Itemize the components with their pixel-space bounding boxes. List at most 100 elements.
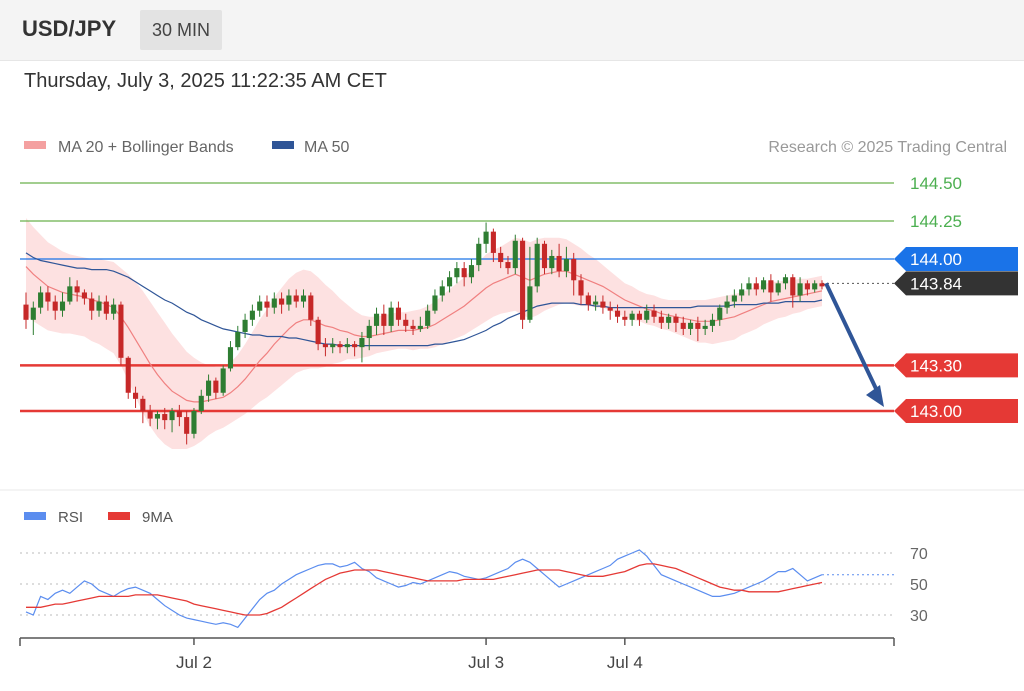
candle-body xyxy=(614,310,621,317)
level-label-143-00: 143.00 xyxy=(910,402,962,421)
candle-body xyxy=(585,295,591,305)
copyright-note: Research © 2025 Trading Central xyxy=(768,139,1007,156)
candle-body xyxy=(30,307,36,320)
candle-body xyxy=(403,319,409,326)
candle-body xyxy=(286,295,292,305)
candle-body xyxy=(541,243,548,269)
candle-body xyxy=(483,231,489,244)
bollinger-band xyxy=(26,218,822,449)
level-badge-143-00 xyxy=(894,399,1018,423)
candle-body xyxy=(184,417,190,434)
candle-body xyxy=(439,286,445,296)
candle-body xyxy=(410,325,416,329)
candle-body xyxy=(140,398,146,411)
rsi-ma-legend-swatch xyxy=(108,512,130,520)
candle-body xyxy=(790,277,796,296)
candle-body xyxy=(717,307,723,320)
candle-body xyxy=(490,231,496,253)
candle-body xyxy=(366,325,372,339)
candle-body xyxy=(191,411,197,434)
candle-body xyxy=(527,286,533,320)
candle-body xyxy=(658,316,664,323)
ma20-line xyxy=(25,266,823,403)
candle-body xyxy=(206,380,212,396)
candle-body xyxy=(169,411,175,421)
candle-body xyxy=(344,344,350,348)
candle-body xyxy=(213,380,219,393)
candle-body xyxy=(761,280,767,290)
candle-body xyxy=(644,310,650,320)
candle-body xyxy=(432,295,438,311)
candle-body xyxy=(417,325,423,329)
candle-body xyxy=(381,313,387,326)
candle-body xyxy=(264,301,270,308)
time-tick-label: Jul 2 xyxy=(176,653,212,672)
candle-body xyxy=(23,304,29,320)
candle-body xyxy=(673,316,679,323)
candle-body xyxy=(271,298,277,308)
symbol-title: USD/JPY xyxy=(22,16,117,41)
candle-body xyxy=(74,286,80,293)
level-label-143-84: 143.84 xyxy=(910,274,962,293)
candle-body xyxy=(724,301,730,308)
candle-body xyxy=(600,301,606,308)
candle-body xyxy=(359,338,365,348)
candle-body xyxy=(476,243,482,266)
rsi-legend-label: RSI xyxy=(58,509,83,526)
candle-body xyxy=(154,414,161,419)
rsi-ma-line xyxy=(26,563,823,616)
candle-body xyxy=(249,310,255,320)
interval-selector[interactable]: 30 MIN xyxy=(140,10,223,50)
candle-body xyxy=(67,286,73,302)
candle-body xyxy=(607,307,613,311)
candle-body xyxy=(373,313,380,326)
header-bar: USD/JPY 30 MIN xyxy=(0,0,1024,61)
level-label-144-25: 144.25 xyxy=(910,212,962,231)
candle-body xyxy=(176,411,182,418)
projection-arrow-shaft xyxy=(824,282,881,396)
candle-body xyxy=(227,347,234,369)
candle-body xyxy=(315,319,321,345)
candle-body xyxy=(775,283,781,293)
candle-body xyxy=(198,395,204,411)
candle-body xyxy=(322,344,328,348)
candle-body xyxy=(388,307,394,326)
candle-body xyxy=(89,298,95,311)
candle-body xyxy=(447,277,453,287)
candle-body xyxy=(300,295,307,302)
ma50-legend-label: MA 50 xyxy=(304,139,349,156)
candle-body xyxy=(505,262,511,269)
candle-body xyxy=(739,289,745,296)
candle-body xyxy=(520,240,526,320)
candle-body xyxy=(132,392,139,399)
candle-body xyxy=(629,313,635,320)
candle-body xyxy=(498,252,504,263)
candle-body xyxy=(512,240,518,269)
level-label-143-30: 143.30 xyxy=(910,356,962,375)
ma20-legend-label: MA 20 + Bollinger Bands xyxy=(58,139,234,156)
candle-body xyxy=(578,280,584,296)
rsi-legend-swatch xyxy=(24,512,46,520)
candle-body xyxy=(337,344,343,348)
level-badge-143-84 xyxy=(894,271,1018,296)
candle-body xyxy=(235,331,241,348)
candle-body xyxy=(593,301,599,305)
projection-arrow-head xyxy=(866,385,884,407)
candle-body xyxy=(59,301,66,311)
rsi-tick-70: 70 xyxy=(910,546,928,563)
candle-body xyxy=(308,295,314,320)
level-badge-143-30 xyxy=(894,353,1018,378)
candle-body xyxy=(636,313,642,320)
candle-body xyxy=(622,316,628,320)
candle-body xyxy=(96,301,102,311)
candle-body xyxy=(257,301,263,311)
candle-body xyxy=(425,310,431,326)
candle-body xyxy=(556,255,562,272)
ma20-legend-swatch xyxy=(24,141,46,149)
candle-body xyxy=(293,295,299,302)
candle-body xyxy=(746,283,752,290)
candle-body xyxy=(468,265,475,278)
candle-body xyxy=(454,268,460,278)
candle-body xyxy=(666,316,672,323)
candle-body xyxy=(38,292,44,308)
